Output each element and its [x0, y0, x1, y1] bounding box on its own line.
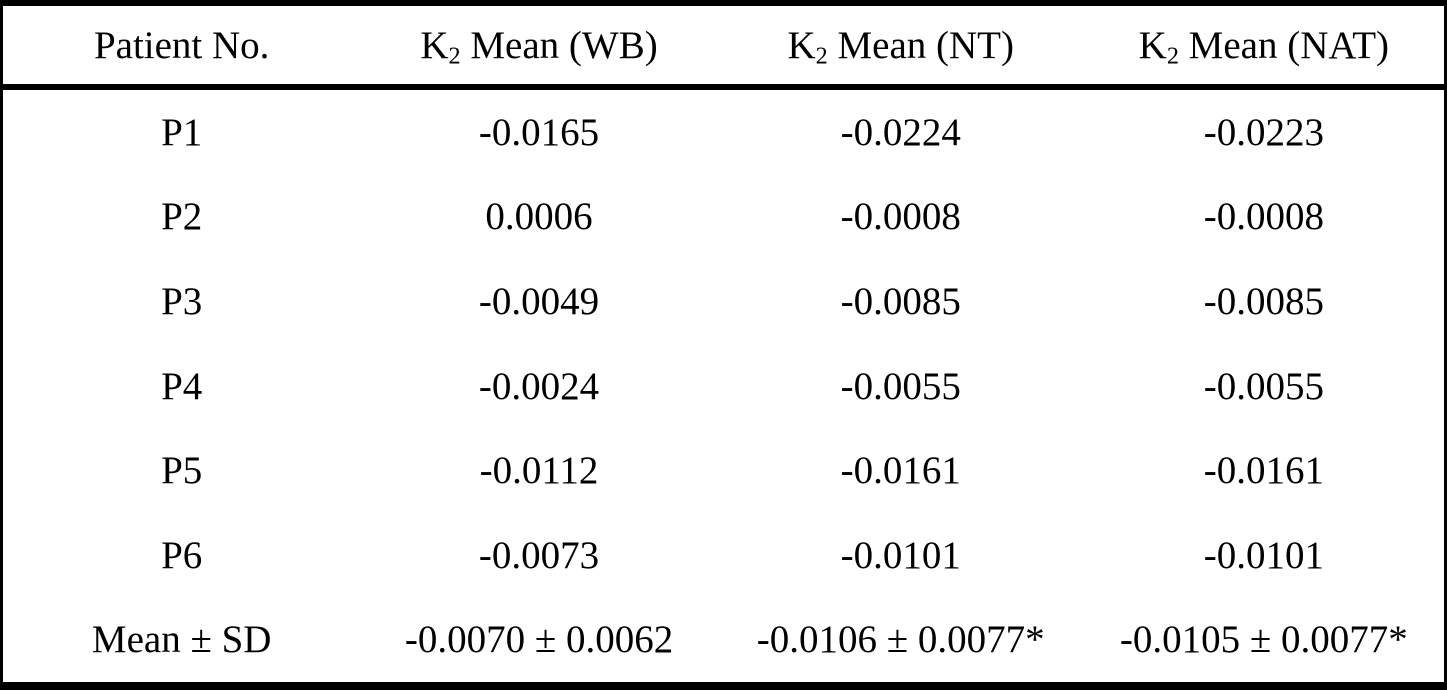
header-text-rest: Mean (NT)	[827, 23, 1014, 67]
column-header-k2-mean-wb: K2 Mean (WB)	[360, 23, 717, 68]
nt-mean-sd-cell: -0.0106 ± 0.0077*	[756, 618, 1045, 662]
wb-value-cell: 0.0006	[485, 195, 593, 239]
nt-value-cell: -0.0161	[840, 449, 961, 493]
table-row: P6 -0.0073 -0.0101 -0.0101	[3, 513, 1444, 598]
header-subscript: 2	[815, 41, 828, 69]
table-row: P5 -0.0112 -0.0161 -0.0161	[3, 428, 1444, 513]
header-text-rest: Mean (NAT)	[1178, 23, 1390, 67]
header-text: K	[787, 23, 816, 67]
patient-id-cell: P4	[161, 364, 203, 408]
nat-value-cell: -0.0085	[1203, 279, 1324, 323]
patient-id-cell: P5	[161, 449, 203, 493]
nt-value-cell: -0.0085	[840, 279, 961, 323]
table-row: P3 -0.0049 -0.0085 -0.0085	[3, 259, 1444, 344]
wb-value-cell: -0.0112	[479, 449, 599, 493]
header-subscript: 2	[448, 41, 461, 69]
table-row: P1 -0.0165 -0.0224 -0.0223	[3, 90, 1444, 175]
nt-value-cell: -0.0224	[840, 110, 961, 154]
summary-row-label: Mean ± SD	[91, 618, 272, 662]
column-header-k2-mean-nt: K2 Mean (NT)	[718, 23, 1084, 68]
nt-value-cell: -0.0008	[840, 195, 961, 239]
wb-mean-sd-cell: -0.0070 ± 0.0062	[404, 618, 674, 662]
nat-mean-sd-cell: -0.0105 ± 0.0077*	[1119, 618, 1408, 662]
nat-value-cell: -0.0008	[1203, 195, 1324, 239]
wb-value-cell: -0.0165	[478, 110, 600, 154]
header-text-rest: Mean (WB)	[460, 23, 658, 67]
column-header-k2-mean-nat: K2 Mean (NAT)	[1084, 23, 1444, 68]
patient-id-cell: P2	[161, 195, 203, 239]
patient-id-cell: P3	[161, 279, 203, 323]
patient-id-cell: P6	[161, 533, 203, 577]
table-row: P4 -0.0024 -0.0055 -0.0055	[3, 344, 1444, 429]
nt-value-cell: -0.0055	[840, 364, 961, 408]
summary-row-mean-sd: Mean ± SD -0.0070 ± 0.0062 -0.0106 ± 0.0…	[3, 597, 1444, 682]
header-text: K	[1138, 23, 1167, 67]
nt-value-cell: -0.0101	[840, 533, 961, 577]
wb-value-cell: -0.0024	[478, 364, 600, 408]
patient-id-cell: P1	[161, 110, 203, 154]
wb-value-cell: -0.0073	[478, 533, 600, 577]
table-header-row: Patient No. K2 Mean (WB) K2 Mean (NT) K2…	[3, 6, 1444, 90]
header-text: Patient No.	[93, 23, 270, 67]
column-header-patient-no: Patient No.	[3, 23, 360, 68]
nat-value-cell: -0.0101	[1203, 533, 1324, 577]
table-row: P2 0.0006 -0.0008 -0.0008	[3, 175, 1444, 260]
header-subscript: 2	[1166, 41, 1179, 69]
nat-value-cell: -0.0055	[1203, 364, 1324, 408]
header-text: K	[420, 23, 449, 67]
nat-value-cell: -0.0223	[1203, 110, 1324, 154]
nat-value-cell: -0.0161	[1203, 449, 1324, 493]
wb-value-cell: -0.0049	[478, 279, 600, 323]
